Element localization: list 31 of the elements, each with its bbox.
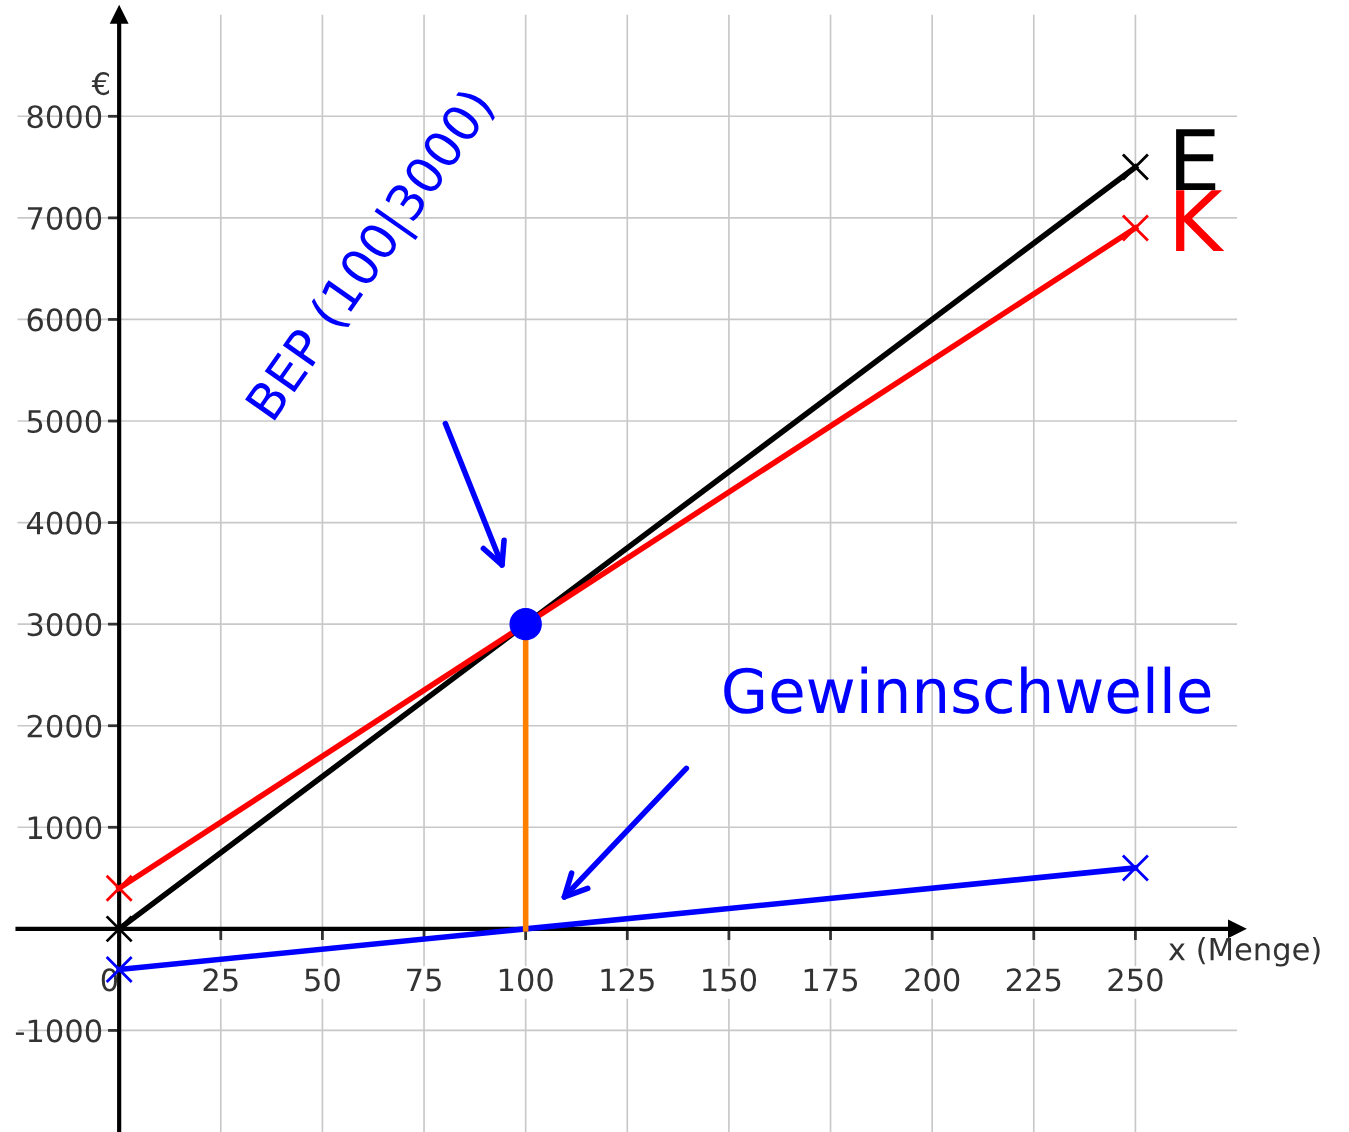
y-tick-label: 6000 <box>27 308 102 332</box>
x-tick-label: 250 <box>1108 968 1163 992</box>
point <box>1121 153 1150 181</box>
y-tick-label: 8000 <box>27 105 102 129</box>
y-tick-label: 5000 <box>27 409 102 434</box>
x-tick-label: 125 <box>601 968 654 992</box>
y-tick-label: 1000 <box>28 816 102 840</box>
y-tick-label: -1000 <box>15 1019 102 1043</box>
point <box>105 914 134 943</box>
x-tick-label: 75 <box>407 968 441 992</box>
y-tick-label: 2000 <box>27 714 102 738</box>
point <box>1121 214 1150 242</box>
y-tick-label: 7000 <box>27 206 102 230</box>
series-label: K <box>1176 190 1225 252</box>
x-axis-title: x (Menge) <box>1168 937 1320 967</box>
annotation: Gewinnschwelle <box>724 666 1211 714</box>
y-tick-label: 3000 <box>27 613 102 637</box>
x-tick-label: 25 <box>203 968 238 992</box>
x-tick-label: 225 <box>1006 968 1061 992</box>
x-tick-label: 175 <box>804 968 858 992</box>
x-tick-label: 200 <box>905 968 960 992</box>
x-tick-label: 150 <box>703 968 757 992</box>
x-tick-label: 50 <box>305 968 340 992</box>
series-label: E <box>1176 129 1216 191</box>
point <box>1121 854 1150 882</box>
point <box>509 607 542 641</box>
y-axis-title: € <box>91 72 109 96</box>
x-tick-label: 0 <box>101 968 118 992</box>
point <box>105 874 134 903</box>
y-tick-label: 4000 <box>26 511 102 535</box>
x-tick-label: 100 <box>499 968 553 992</box>
